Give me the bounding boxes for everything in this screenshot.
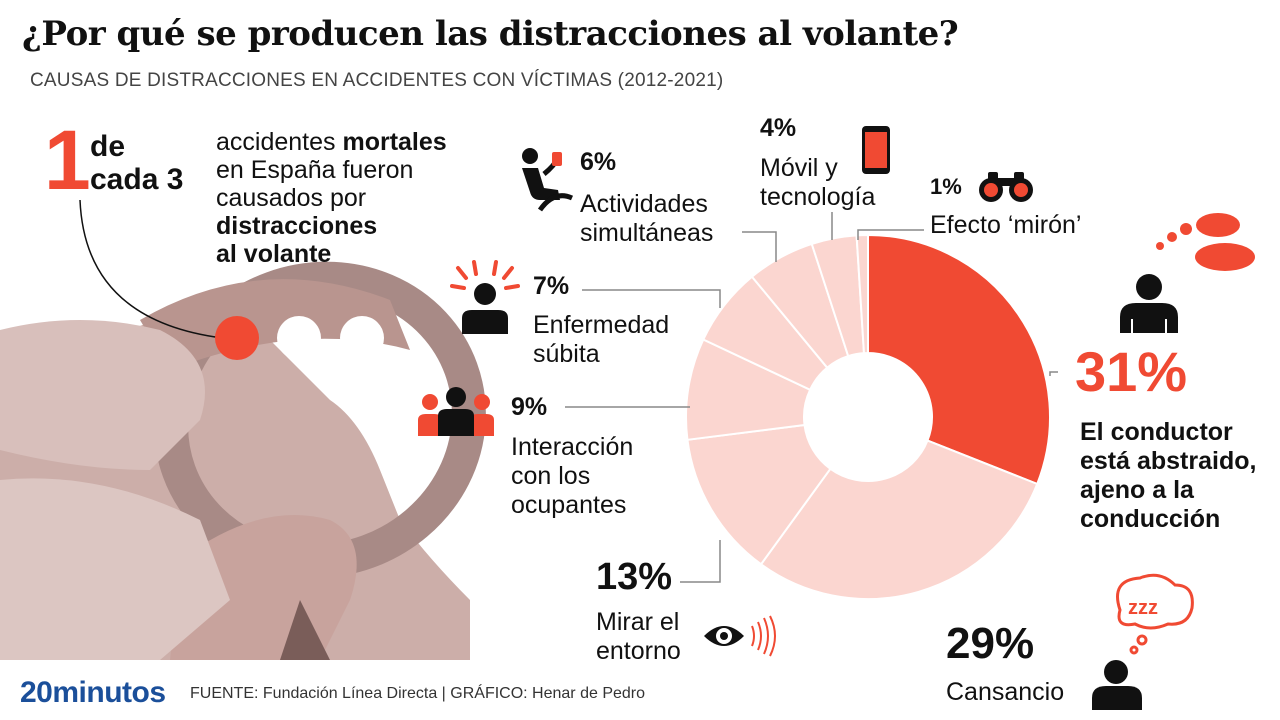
label-enfermedad: Enfermedad súbita (533, 311, 670, 368)
person-thought-cloud-icon (1120, 213, 1255, 333)
label-movil: Móvil y tecnología (760, 154, 876, 211)
label-ocupantes: Interacción con los ocupantes (511, 433, 634, 519)
binoculars-icon (979, 172, 1033, 202)
leader-entorno (680, 540, 721, 583)
donut-slice-3 (686, 423, 832, 566)
stat-de: de (90, 130, 126, 163)
svg-text:zzz: zzz (1128, 597, 1158, 619)
slice-pct-label: 6% (580, 148, 617, 176)
leader-enfermedad (582, 289, 721, 308)
stat-line3: causados por (216, 184, 367, 212)
ratio-dot-filled (215, 316, 259, 360)
stat-cada: cada 3 (90, 163, 184, 196)
driver-drinking-icon (522, 148, 574, 212)
person-sudden-illness-icon (450, 260, 520, 334)
stat-line4: distracciones (216, 212, 378, 240)
stat-number: 1 (44, 113, 91, 207)
label-miron: Efecto ‘mirón’ (930, 211, 1082, 239)
leader-miron (857, 229, 924, 240)
page-subtitle: CAUSAS DE DISTRACCIONES EN ACCIDENTES CO… (30, 70, 724, 91)
label-abstraido: El conductor está abstraido, ajeno a la … (1080, 418, 1257, 533)
donut-slices (685, 233, 1051, 600)
stat-ratio: de cada 3 (90, 130, 183, 196)
slice-pct-label: 1% (930, 174, 962, 199)
slice-pct-label: 7% (533, 272, 570, 300)
source-credit: FUENTE: Fundación Línea Directa | GRÁFIC… (190, 685, 646, 702)
stat-line2: en España fueron (216, 156, 414, 184)
donut-slice-1 (867, 233, 1051, 486)
stat-line1-normal: accidentes (216, 128, 343, 156)
eye-icon (704, 615, 776, 657)
ratio-dot-empty (340, 316, 384, 360)
passengers-icon (418, 387, 494, 436)
slice-pct-label: 9% (511, 393, 548, 421)
label-entorno: Mirar el entorno (596, 608, 681, 665)
stat-line5: al volante (216, 240, 332, 268)
stat-connector-line (79, 199, 223, 339)
page-title: ¿Por qué se producen las distracciones a… (22, 14, 959, 54)
mobile-phone-icon (862, 126, 890, 174)
slice-pct-label: 31% (1075, 340, 1188, 403)
leader-actividades (742, 231, 777, 262)
donut-slice-8 (855, 233, 869, 355)
donut-slice-2 (759, 439, 1039, 600)
slice-pct-label: 4% (760, 114, 797, 142)
slice-pct-label: 29% (946, 619, 1035, 668)
ratio-dot-empty (277, 316, 321, 360)
slice-pct-label: 13% (596, 556, 673, 598)
brand-logo: 20minutos (20, 676, 166, 709)
leader-abstraido (1049, 371, 1058, 376)
person-sleeping-zzz-icon: zzz (1092, 573, 1194, 710)
label-cansancio: Cansancio (946, 678, 1065, 706)
label-actividades: Actividades simultáneas (580, 190, 714, 247)
stat-line1-bold: mortales (342, 128, 447, 156)
stat-description: accidentes mortales en España fueron cau… (216, 128, 447, 268)
